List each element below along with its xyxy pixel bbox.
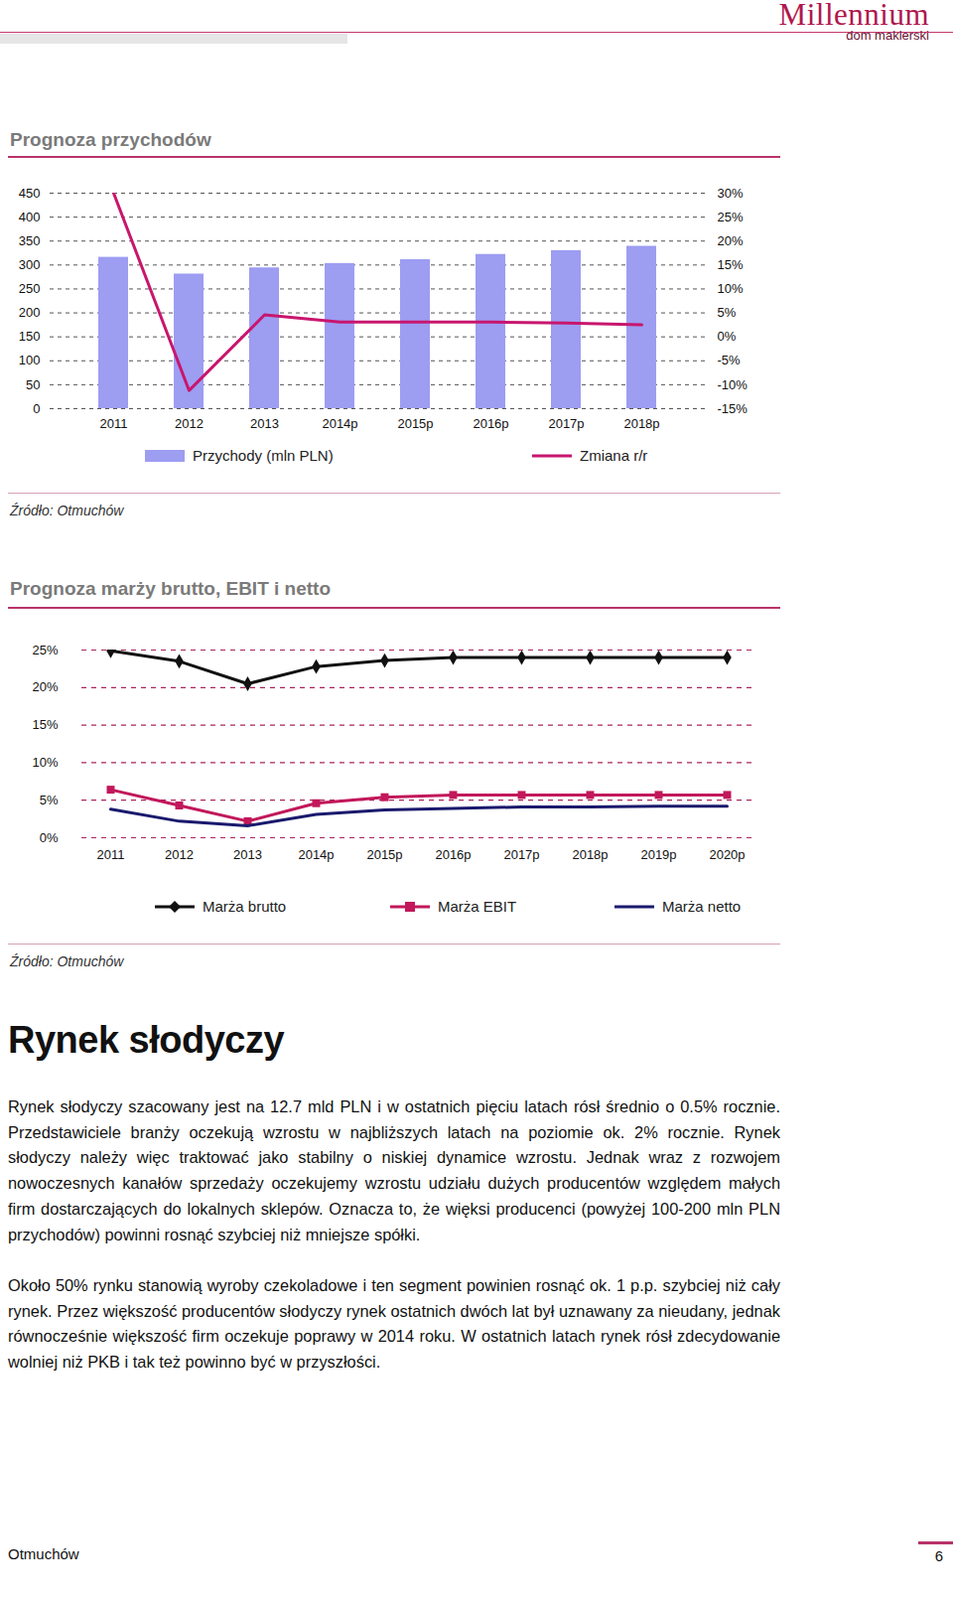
svg-text:5%: 5% bbox=[39, 792, 59, 808]
svg-text:-10%: -10% bbox=[717, 377, 749, 393]
svg-text:2012: 2012 bbox=[174, 415, 204, 431]
svg-text:25%: 25% bbox=[717, 209, 744, 225]
svg-text:50: 50 bbox=[25, 377, 40, 393]
html-text:Zmiana r/r: Zmiana r/r bbox=[579, 446, 648, 464]
svg-text:0%: 0% bbox=[717, 328, 737, 344]
svg-text:2018p: 2018p bbox=[571, 846, 608, 862]
svg-text:2014p: 2014p bbox=[321, 415, 358, 431]
svg-text:2019p: 2019p bbox=[640, 846, 677, 862]
html-text:dom maklerski: dom maklerski bbox=[845, 27, 930, 43]
svg-text:2017p: 2017p bbox=[547, 415, 584, 431]
svg-text:100: 100 bbox=[18, 352, 41, 368]
svg-text:2017p: 2017p bbox=[503, 846, 540, 862]
html-text:6: 6 bbox=[934, 1546, 944, 1564]
svg-text:350: 350 bbox=[18, 233, 41, 249]
svg-text:10%: 10% bbox=[31, 754, 58, 770]
svg-text:2018p: 2018p bbox=[623, 415, 660, 431]
html-text:Marża EBIT: Marża EBIT bbox=[437, 897, 517, 915]
html-text:Otmuchów: Otmuchów bbox=[7, 1544, 80, 1562]
svg-text:150: 150 bbox=[18, 328, 41, 344]
svg-text:5%: 5% bbox=[717, 304, 737, 320]
svg-text:2014p: 2014p bbox=[297, 846, 334, 862]
svg-text:2013: 2013 bbox=[250, 415, 279, 431]
svg-text:2015p: 2015p bbox=[397, 415, 433, 431]
svg-text:2015p: 2015p bbox=[366, 846, 403, 862]
html-text:Rynek słodyczy: Rynek słodyczy bbox=[7, 1018, 285, 1061]
svg-text:25%: 25% bbox=[31, 642, 58, 658]
svg-text:250: 250 bbox=[18, 280, 41, 296]
svg-text:2016p: 2016p bbox=[472, 415, 509, 431]
svg-text:2011: 2011 bbox=[100, 415, 129, 431]
svg-text:300: 300 bbox=[18, 257, 41, 273]
svg-text:2012: 2012 bbox=[164, 846, 194, 862]
svg-text:15%: 15% bbox=[31, 716, 58, 732]
svg-text:-15%: -15% bbox=[717, 401, 749, 416]
html-text:Przychody (mln PLN): Przychody (mln PLN) bbox=[192, 446, 334, 464]
svg-text:2011: 2011 bbox=[97, 846, 126, 862]
svg-text:0: 0 bbox=[32, 401, 40, 416]
svg-text:450: 450 bbox=[18, 185, 41, 201]
svg-text:2020p: 2020p bbox=[708, 846, 745, 862]
svg-text:400: 400 bbox=[18, 209, 41, 225]
svg-text:2013: 2013 bbox=[233, 846, 263, 862]
html-text:Marża brutto: Marża brutto bbox=[202, 897, 287, 915]
html-text:Prognoza przychodów: Prognoza przychodów bbox=[9, 129, 212, 150]
svg-text:15%: 15% bbox=[717, 257, 744, 273]
svg-text:2016p: 2016p bbox=[434, 846, 471, 862]
html-text:Około 50% rynku stanowią wyrob: Około 50% rynku stanowią wyroby czekolad… bbox=[7, 1275, 781, 1370]
svg-text:30%: 30% bbox=[717, 185, 744, 201]
svg-text:0%: 0% bbox=[39, 829, 59, 845]
svg-text:20%: 20% bbox=[31, 679, 58, 694]
svg-text:-5%: -5% bbox=[717, 352, 742, 368]
html-text:Prognoza marży brutto, EBIT i: Prognoza marży brutto, EBIT i netto bbox=[9, 577, 331, 599]
html-text:Źródło: Otmuchów: Źródło: Otmuchów bbox=[9, 502, 124, 519]
svg-text:10%: 10% bbox=[717, 280, 744, 296]
svg-text:200: 200 bbox=[18, 304, 41, 320]
html-text:Rynek słodyczy szacowany jest: Rynek słodyczy szacowany jest na 12.7 ml… bbox=[7, 1096, 781, 1243]
html-text:Źródło: Otmuchów: Źródło: Otmuchów bbox=[9, 953, 124, 969]
html-text:Marża netto: Marża netto bbox=[662, 897, 741, 915]
svg-text:20%: 20% bbox=[717, 233, 744, 249]
